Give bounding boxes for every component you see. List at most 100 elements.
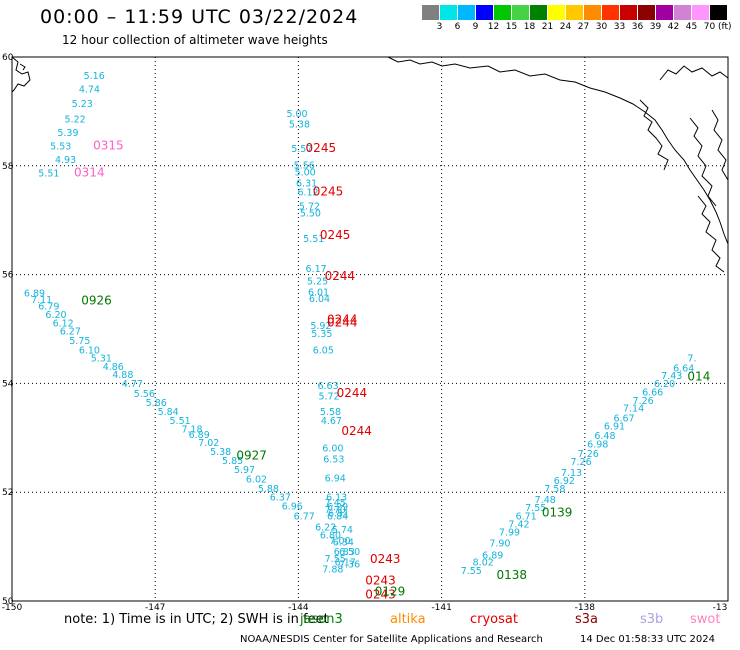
jason3-pass-time: 0139 [542, 506, 573, 520]
wave-height-value: 6.80 [320, 530, 341, 541]
wave-height-value: 7.45 [325, 498, 346, 509]
wave-height-value: 4.93 [55, 155, 76, 166]
wave-height-value: 8.02 [473, 558, 494, 569]
wave-height-value: 6.51 [328, 509, 349, 520]
cryosat-pass-time: 0244 [341, 424, 372, 438]
wave-height-value: 5.50 [300, 208, 321, 219]
legend-item-jason3: jason3 [300, 612, 343, 627]
wave-height-value: 6.22 [315, 522, 336, 533]
wave-height-value: 5.56 [134, 389, 155, 400]
wave-height-value: 6.37 [270, 492, 291, 503]
wave-height-value: 6.84 [327, 511, 348, 522]
wave-height-value: 6.12 [297, 188, 318, 199]
wave-height-value: 4.77 [122, 379, 143, 390]
longitude-label: -141 [431, 603, 451, 613]
wave-height-value: 5.00 [286, 109, 307, 120]
colorbar-tick-label: 21 [541, 22, 554, 32]
cryosat-pass-time: 0245 [313, 185, 344, 199]
colorbar-swatch [494, 5, 511, 20]
longitude-label: -150 [2, 603, 23, 613]
credit-line: NOAA/NESDIS Center for Satellite Applica… [240, 634, 543, 645]
wave-height-value: 5.57 [291, 144, 312, 155]
longitude-label: -138 [575, 603, 596, 613]
cryosat-pass-time: 0243 [370, 552, 401, 566]
wave-height-value: 7.48 [535, 495, 556, 506]
wave-height-value: 7.42 [508, 520, 529, 531]
wave-height-value: 6.94 [325, 473, 346, 484]
wave-height-value: 6.91 [604, 422, 625, 433]
colorbar-tick-label: 45 [685, 22, 698, 32]
wave-height-value: 5.51 [170, 416, 191, 427]
haida-gwaii-coast [697, 195, 725, 273]
jason3-pass-time: 0927 [236, 449, 267, 463]
wave-height-value: 5.72 [299, 201, 320, 212]
legend-item-s3b: s3b [640, 612, 664, 627]
wave-height-value: 5.72 [318, 392, 339, 403]
colorbar-unit: (ft) [718, 22, 732, 32]
longitude-label: -13 [713, 603, 728, 613]
wave-height-value: 7.14 [623, 404, 644, 415]
jason3-pass-time: 0129 [375, 585, 406, 599]
wave-height-value: 6.20 [654, 379, 675, 390]
wave-height-value: 7.55 [325, 554, 346, 565]
wave-height-value: 7.13 [561, 468, 582, 479]
colorbar-tick-label: 36 [631, 22, 644, 32]
coastline [11, 56, 729, 273]
page-title: 00:00 – 11:59 UTC 03/22/2024 [40, 6, 359, 28]
colorbar-tick-label: 33 [613, 22, 626, 32]
wave-height-value: 5.31 [91, 354, 112, 365]
colorbar-tick-label: 70 [703, 22, 716, 32]
colorbar-swatch [638, 5, 655, 20]
latitude-label: 60 [2, 53, 14, 63]
swot-pass-time: 0314 [74, 166, 105, 180]
colorbar-swatch [548, 5, 565, 20]
colorbar-tick-label: 12 [487, 22, 500, 32]
wave-height-value: 7.26 [633, 396, 654, 407]
wave-height-value: 6.66 [642, 387, 663, 398]
wave-height-value: 5.56 [294, 161, 315, 172]
wave-height-value: 5.00 [295, 168, 316, 179]
wave-height-value: 6.20 [45, 310, 66, 321]
colorbar-swatch [710, 5, 727, 20]
colorbar-swatch [422, 5, 439, 20]
wave-height-value: 5.35 [311, 329, 332, 340]
wave-height-value: 4.67 [321, 416, 342, 427]
wave-height-value: 6.50 [339, 547, 360, 558]
colorbar-swatch [692, 5, 709, 20]
jason3-pass-time: 0138 [496, 568, 527, 582]
wave-height-value: 5.53 [50, 141, 71, 152]
wave-height-value: 6.83 [334, 547, 355, 558]
map-frame [11, 56, 729, 602]
swot-pass-time: 0315 [93, 138, 124, 152]
wave-height-value: 5.16 [84, 71, 105, 82]
wave-height-value: 7.55 [461, 566, 482, 577]
colorbar-swatch [530, 5, 547, 20]
wave-height-value: 5.51 [38, 169, 59, 180]
colorbar-swatch [602, 5, 619, 20]
wave-height-value: 7.26 [578, 449, 599, 460]
wave-height-value: 6.96 [282, 502, 303, 513]
cryosat-pass-time: 0244 [325, 269, 356, 283]
colorbar-swatch [656, 5, 673, 20]
jason3-pass-time: 0926 [81, 294, 112, 308]
wave-height-value: 6.34 [333, 538, 354, 549]
wave-height-value: 6.00 [322, 443, 343, 454]
wave-height-value: 5.38 [210, 447, 231, 458]
colorbar-swatch [674, 5, 691, 20]
cryosat-pass-time: 0244 [327, 313, 358, 327]
wave-height-value: 6.89 [189, 430, 210, 441]
wave-height-value: 7.26 [570, 457, 591, 468]
inside-passage-coast-b [689, 117, 717, 207]
wave-height-value: 6.63 [317, 381, 338, 392]
colorbar-tick-label: 42 [667, 22, 680, 32]
wave-height-value: 6.29 [327, 502, 348, 513]
kodiak-island-detail [19, 63, 26, 71]
latitude-label: 58 [2, 162, 14, 172]
latitude-label: 52 [2, 488, 13, 498]
longitude-label: -144 [288, 603, 309, 613]
wave-height-labels: 5.164.745.235.225.395.534.935.515.005.38… [24, 71, 710, 602]
wave-height-value: 6.04 [309, 294, 330, 305]
wave-height-value: 5.38 [289, 120, 310, 131]
legend-item-cryosat: cryosat [470, 612, 518, 627]
